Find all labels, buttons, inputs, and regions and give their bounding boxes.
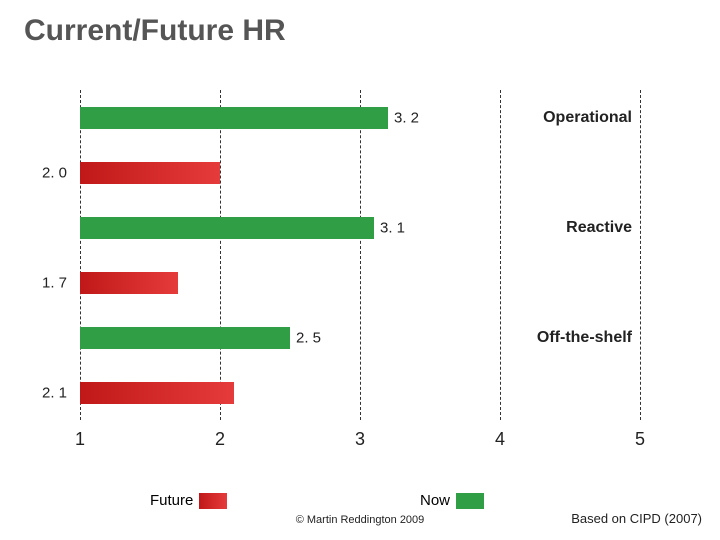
page-title: Current/Future HR [24,14,286,48]
chart-row: 2. 0 [80,145,640,200]
chart-row: 2. 1 [80,365,640,420]
legend-future-swatch [199,493,227,509]
x-tick-label: 1 [75,429,85,450]
x-tick-label: 5 [635,429,645,450]
future-bar [80,272,178,294]
x-tick-label: 2 [215,429,225,450]
copyright: © Martin Reddington 2009 [296,514,425,526]
hr-chart: 12345StrategicOperational3. 22. 0Proacti… [80,90,640,450]
future-bar-value: 2. 0 [42,164,67,181]
now-bar [80,327,290,349]
source-citation: Based on CIPD (2007) [571,511,702,526]
legend-now: Now [420,492,484,509]
chart-row: StrategicOperational3. 2 [80,90,640,145]
x-tick-label: 4 [495,429,505,450]
chart-row: 1. 7 [80,255,640,310]
row-right-label: Reactive [566,219,632,237]
row-right-label: Off-the-shelf [537,329,632,347]
legend-now-label: Now [420,492,450,509]
now-bar-value: 3. 2 [394,109,419,126]
future-bar [80,382,234,404]
gridline [640,90,641,420]
legend-future: Future [150,492,227,509]
now-bar-value: 2. 5 [296,329,321,346]
legend-now-swatch [456,493,484,509]
chart-row: ProactiveReactive3. 1 [80,200,640,255]
legend-future-label: Future [150,492,193,509]
now-bar-value: 3. 1 [380,219,405,236]
now-bar [80,217,374,239]
now-bar [80,107,388,129]
future-bar [80,162,220,184]
row-right-label: Operational [543,109,632,127]
chart-row: Tailored PracticeOff-the-shelf2. 5 [80,310,640,365]
x-tick-label: 3 [355,429,365,450]
future-bar-value: 1. 7 [42,274,67,291]
future-bar-value: 2. 1 [42,384,67,401]
